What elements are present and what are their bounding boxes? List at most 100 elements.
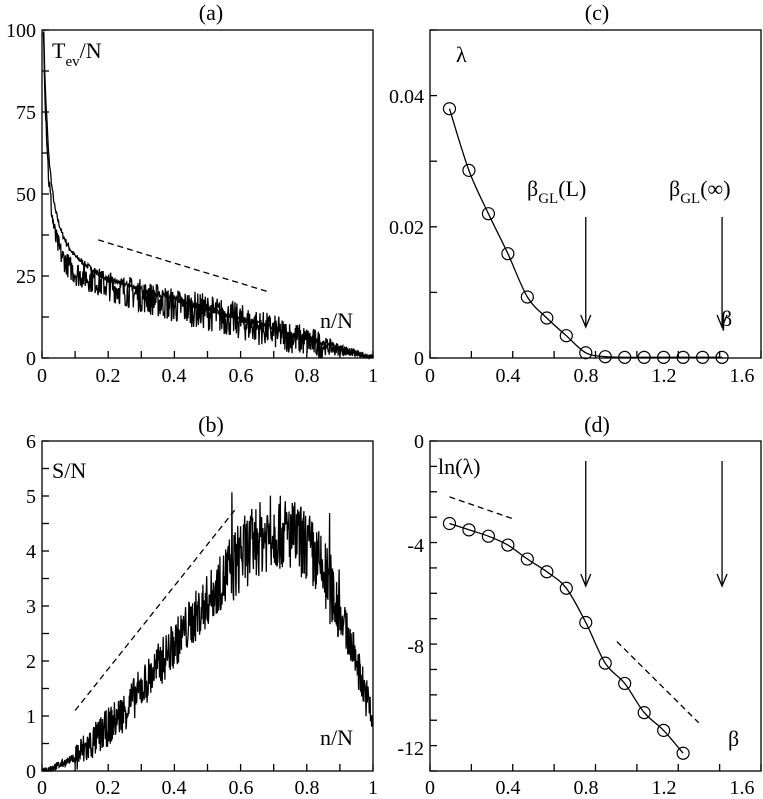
panel-d-ytick: -12: [397, 738, 424, 760]
panel-b-x-ticks: 0 0.2 0.4 0.6 0.8 1: [37, 777, 378, 799]
panel-d-series-ln-lambda: [449, 522, 684, 754]
panel-b-ytick: 6: [26, 431, 36, 453]
panel-b-xtick: 1: [368, 777, 378, 799]
panel-c-xlabel: β: [721, 306, 732, 331]
panel-c-data-point: [442, 102, 457, 116]
panel-c-annotation-beta-gl-inf: βGL(∞): [669, 176, 731, 207]
panel-d-data-point: [618, 676, 632, 691]
panel-a-xlabel: n/N: [320, 308, 353, 333]
panel-c-xtick: 0.4: [496, 365, 521, 387]
panel-c-data-point: [501, 247, 515, 261]
panel-d-data-point: [637, 706, 651, 720]
panel-b: (b) 0 0.2 0.4 0.6 0.8 1 0 1 2 3 4 5 6 S/…: [26, 412, 378, 799]
panel-a-xtick: 0.6: [229, 365, 254, 387]
panel-b-guide-line: [74, 506, 238, 711]
panel-c-data-point: [695, 350, 710, 364]
panel-b-xtick: 0.8: [295, 777, 320, 799]
panel-a-ytick: 75: [16, 102, 36, 124]
panel-d-plot: [429, 440, 762, 772]
panel-c-ytick: 0.02: [389, 217, 424, 239]
panel-d-data-point: [501, 538, 515, 552]
panel-c-annotation-beta-gl-l: βGL(L): [527, 176, 586, 207]
panel-d-data-point: [442, 516, 457, 531]
panel-d-arrow-2-head: [716, 573, 728, 588]
panel-c-xtick: 0.8: [574, 365, 599, 387]
panel-d-data-point: [540, 565, 554, 579]
panel-d-data-point: [676, 746, 690, 760]
panel-d-guide-line-2: [616, 641, 700, 724]
panel-a-ytick: 0: [26, 348, 36, 370]
panel-d-ylabel: ln(λ): [438, 454, 480, 479]
panel-c-y-ticks: 0 0.02 0.04: [389, 86, 424, 370]
panel-c-data-point: [559, 329, 573, 343]
panel-b-series-sn: [42, 492, 374, 773]
panel-c-xtick: 1.6: [730, 365, 755, 387]
panel-d-data-point: [657, 723, 671, 737]
panel-c-data-point: [657, 350, 671, 364]
panel-b-ytick: 4: [26, 541, 36, 563]
panel-c-xtick: 1.2: [652, 365, 677, 387]
panel-a: (a) 0 0.2 0.4 0.6 0.8 1 0 25 50 75 100 T…: [6, 0, 378, 387]
panel-d-data-point: [598, 656, 612, 670]
panel-a-xtick: 0: [37, 365, 47, 387]
panel-c-xtick: 0: [425, 365, 435, 387]
panel-c-arrow-beta-gl-l-head: [580, 314, 592, 329]
panel-c-ylabel: λ: [456, 42, 467, 67]
panel-d-label: (d): [584, 412, 610, 437]
panel-c-data-point: [598, 350, 612, 364]
panel-b-xtick: 0.6: [229, 777, 254, 799]
panel-b-plot: [41, 440, 374, 773]
panel-c-label: (c): [585, 0, 609, 25]
panel-a-ylabel: Tev/N: [52, 38, 102, 70]
panel-d-y-ticks: -12 -8 -4 0: [397, 431, 424, 760]
panel-b-xtick: 0.2: [96, 777, 121, 799]
panel-d-xtick: 0.4: [496, 777, 521, 799]
panel-c-x-ticks: 0 0.4 0.8 1.2 1.6: [425, 365, 755, 387]
panel-b-xtick: 0.4: [162, 777, 187, 799]
panel-a-xtick: 0.2: [96, 365, 121, 387]
panel-d-frame: [429, 440, 762, 772]
panel-c-data-point: [676, 350, 690, 364]
panel-d-ytick: -4: [407, 535, 424, 557]
panel-d-arrow-1-head: [580, 573, 592, 588]
panel-c-data-point: [715, 350, 729, 364]
panel-c-data-point: [540, 311, 554, 325]
panel-d-data-point: [520, 552, 534, 566]
panel-c: (c) 0 0.4 0.8 1.2 1.6 0 0.02 0.04 λ β βG…: [389, 0, 762, 387]
panel-a-x-ticks: 0 0.2 0.4 0.6 0.8 1: [37, 365, 378, 387]
panel-c-ytick: 0.04: [389, 86, 424, 108]
panel-b-ytick: 0: [26, 761, 36, 783]
panel-d-x-ticks: 0 0.4 0.8 1.2 1.6: [425, 777, 755, 799]
panel-b-xtick: 0: [37, 777, 47, 799]
panel-d-ytick: -8: [407, 636, 424, 658]
panel-c-data-point: [520, 290, 534, 304]
panel-c-arrow-beta-gl-inf-head: [716, 314, 728, 329]
panel-b-xlabel: n/N: [320, 725, 353, 750]
panel-d-xtick: 0.8: [574, 777, 599, 799]
panel-a-plot: [41, 29, 374, 361]
panel-a-xtick: 0.4: [162, 365, 187, 387]
panel-d-xlabel: β: [728, 726, 739, 751]
panel-b-label: (b): [198, 412, 224, 437]
panel-c-data-point: [462, 163, 476, 177]
panel-c-data-point: [618, 350, 632, 364]
panel-d-xtick: 0: [425, 777, 435, 799]
panel-c-ytick: 0: [414, 348, 424, 370]
panel-d-data-point: [559, 581, 573, 595]
panel-d-guide-line-1: [449, 496, 512, 520]
panel-d-data-point: [462, 523, 476, 537]
panel-c-plot: [429, 29, 762, 364]
panel-a-label: (a): [199, 0, 223, 25]
panel-b-ylabel: S/N: [52, 458, 86, 483]
panel-a-series-lower: [42, 32, 374, 359]
panel-d-xtick: 1.6: [730, 777, 755, 799]
panel-c-data-point: [579, 346, 593, 360]
panel-a-ytick: 25: [16, 266, 36, 288]
panel-a-ytick: 100: [6, 20, 36, 42]
panel-d: (d) 0 0.4 0.8 1.2 1.6 -12 -8 -4 0 ln(λ) …: [397, 412, 762, 799]
panel-b-ytick: 1: [26, 706, 36, 728]
panel-d-ytick: 0: [414, 431, 424, 453]
panel-a-xtick: 1: [368, 365, 378, 387]
panel-d-data-point: [579, 615, 593, 630]
